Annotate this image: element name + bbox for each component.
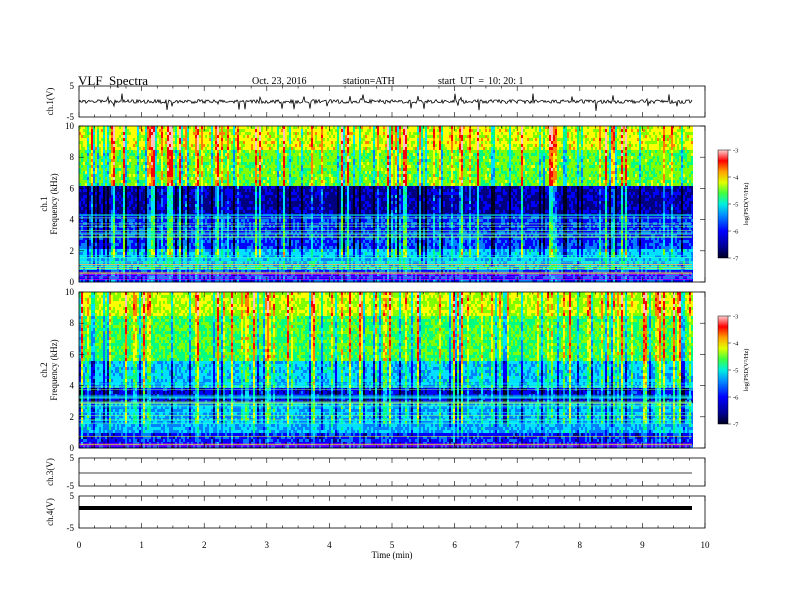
x-axis-label: Time (min)	[372, 550, 413, 560]
ch4-trace	[79, 506, 692, 510]
s2-colorbar-tick: -6	[733, 395, 739, 402]
s2-colorbar-tick: -3	[733, 314, 738, 321]
ch4-ylabel: ch.4(V)	[45, 498, 55, 526]
xtick-label: 10	[701, 540, 711, 550]
s2-ytick: 6	[70, 349, 75, 359]
ch3-ylabel: ch.3(V)	[45, 458, 55, 486]
s1-ytick: 6	[70, 183, 75, 193]
s2-ytick: 2	[70, 412, 75, 422]
s2-ytick: 8	[70, 318, 75, 328]
s1-ytick: 4	[70, 215, 75, 225]
s1-colorbar-tick: -3	[733, 148, 738, 155]
ch1-spectrogram	[79, 126, 693, 283]
ch3-ytick-bottom: -5	[67, 481, 75, 491]
ch1-trace	[78, 93, 693, 112]
s2-colorbar-tick: -4	[733, 341, 739, 348]
s2-ylabel-channel: ch.2	[39, 362, 49, 377]
xtick-label: 4	[327, 540, 332, 550]
xtick-label: 1	[139, 540, 144, 550]
s1-colorbar-tick: -5	[733, 202, 738, 209]
s2-ytick: 10	[65, 287, 75, 297]
xtick-label: 3	[265, 540, 270, 550]
station-label: station=ATH	[343, 76, 395, 87]
ch3-ytick-top: 5	[70, 453, 75, 463]
start-ut-label: start UT =	[438, 76, 484, 87]
xtick-label: 5	[390, 540, 395, 550]
xtick-label: 8	[578, 540, 583, 550]
s2-ytick: 4	[70, 381, 75, 391]
start-ut-value: 10: 20: 1	[488, 76, 524, 87]
xtick-label: 6	[452, 540, 457, 550]
xtick-label: 7	[515, 540, 520, 550]
s1-ytick: 2	[70, 246, 75, 256]
s2-colorbar-tick: -5	[733, 368, 738, 375]
s2-colorbar	[717, 315, 729, 425]
ch1-ylabel: ch.1(V)	[45, 88, 55, 116]
xtick-label: 2	[202, 540, 207, 550]
s1-colorbar-label: log(PSD(V²/Hz)	[743, 183, 750, 226]
s1-ytick: 8	[70, 152, 75, 162]
s1-colorbar-tick: -4	[733, 175, 739, 182]
ch4-ytick-bottom: -5	[67, 523, 75, 533]
xtick-label: 9	[640, 540, 645, 550]
ch4-ytick-top: 5	[70, 491, 75, 501]
xtick-label: 0	[77, 540, 82, 550]
s1-ytick: 10	[65, 121, 75, 131]
s1-colorbar-tick: -6	[733, 229, 739, 236]
ch1-ytick-top: 5	[70, 81, 75, 91]
s2-ytick: 0	[70, 443, 75, 453]
s1-ylabel-frequency: Frequency (kHz)	[49, 173, 59, 234]
s2-colorbar-tick: -7	[733, 422, 739, 429]
chart-title: VLF Spectra	[78, 73, 148, 89]
s1-colorbar	[717, 149, 729, 259]
s1-ytick: 0	[70, 277, 75, 287]
ch1-ytick-bottom: -5	[67, 112, 75, 122]
ch2-spectrogram	[79, 292, 693, 449]
s1-colorbar-tick: -7	[733, 256, 739, 263]
s2-ylabel-frequency: Frequency (kHz)	[49, 339, 59, 400]
s1-ylabel-channel: ch.1	[39, 196, 49, 211]
date-label: Oct. 23, 2016	[252, 76, 306, 87]
s2-colorbar-label: log(PSD(V²/Hz)	[743, 349, 750, 392]
